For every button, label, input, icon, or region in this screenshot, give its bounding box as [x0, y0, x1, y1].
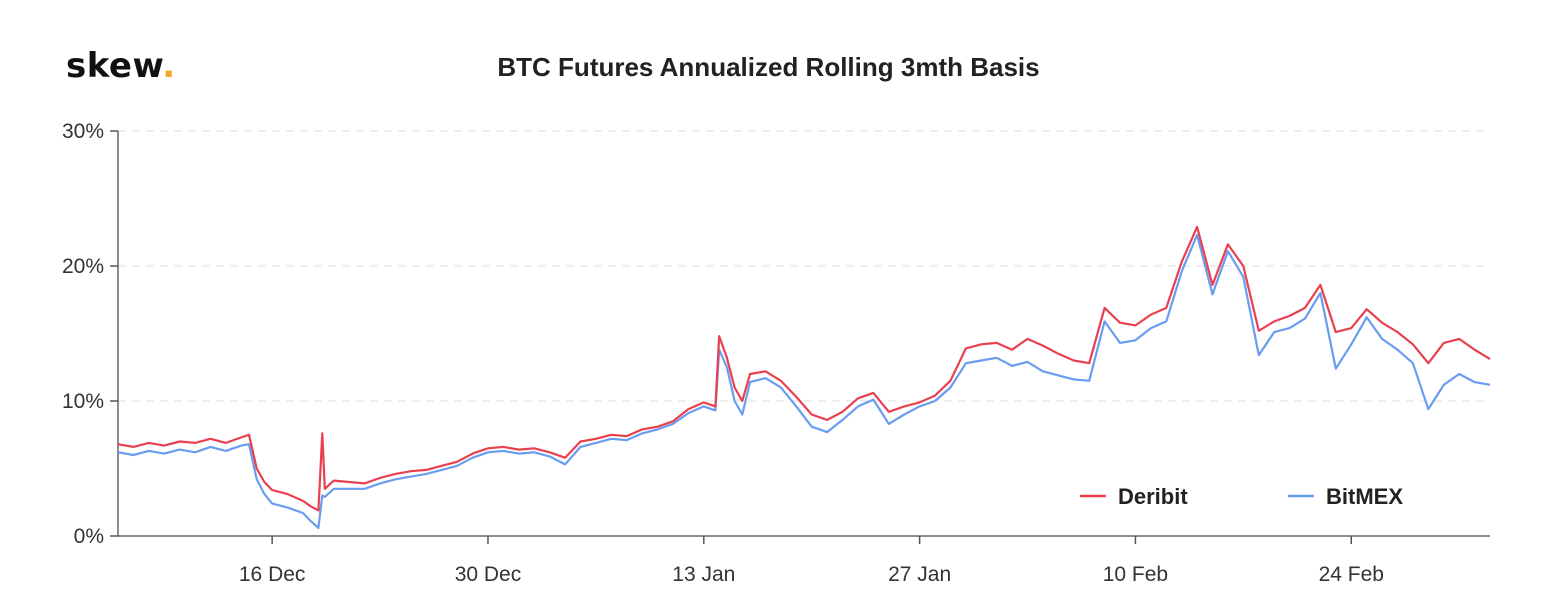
series-line-bitmex	[117, 233, 1491, 529]
x-tick-label: 16 Dec	[239, 563, 306, 586]
y-tick-label: 20%	[62, 255, 104, 278]
y-tick-label: 0%	[74, 525, 104, 548]
x-tick-label: 24 Feb	[1319, 563, 1384, 586]
legend-label-deribit: Deribit	[1118, 484, 1188, 509]
logo-text: skew	[66, 46, 163, 86]
y-axis-ticks: 0% 10% 20% 30%	[62, 120, 118, 548]
series-lines	[117, 225, 1491, 529]
logo-dot: .	[162, 46, 176, 86]
grid-lines	[118, 130, 1490, 402]
legend: Deribit BitMEX	[1080, 484, 1403, 509]
x-tick-label: 13 Jan	[672, 563, 735, 586]
axes	[117, 131, 1490, 537]
series-line-deribit	[117, 225, 1491, 512]
x-tick-label: 27 Jan	[888, 563, 951, 586]
x-axis-ticks: 16 Dec 30 Dec 13 Jan 27 Jan 10 Feb 24 Feb	[239, 536, 1384, 586]
chart-title: BTC Futures Annualized Rolling 3mth Basi…	[0, 52, 1541, 83]
chart-title-text: BTC Futures Annualized Rolling 3mth Basi…	[497, 52, 1040, 82]
x-tick-label: 30 Dec	[455, 563, 522, 586]
x-tick-label: 10 Feb	[1103, 563, 1168, 586]
y-tick-label: 30%	[62, 120, 104, 143]
skew-logo: skew.	[66, 46, 176, 86]
y-tick-label: 10%	[62, 390, 104, 413]
legend-label-bitmex: BitMEX	[1326, 484, 1403, 509]
